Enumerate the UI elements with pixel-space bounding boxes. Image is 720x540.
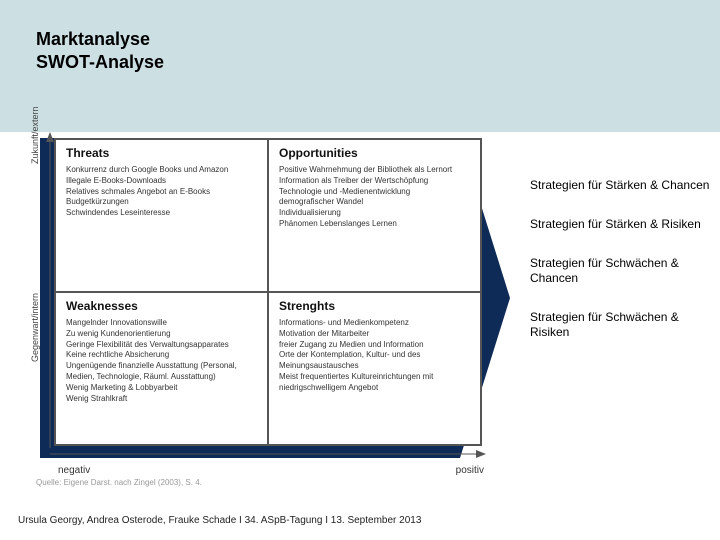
cell-items-threats: Konkurrenz durch Google Books und Amazon… — [66, 165, 259, 219]
list-item: Informations- und Medienkompetenz — [279, 318, 472, 329]
list-item: Budgetkürzungen — [66, 197, 259, 208]
y-axis-label-top: Zukunft/extern — [30, 106, 40, 164]
cell-weaknesses: Weaknesses Mangelnder Innovationswille Z… — [55, 292, 268, 445]
list-item: Motivation der Mitarbeiter — [279, 329, 472, 340]
list-item: Phänomen Lebenslanges Lernen — [279, 219, 472, 230]
strategy-item: Strategien für Schwächen & Chancen — [530, 256, 710, 286]
cell-items-strengths: Informations- und Medienkompetenz Motiva… — [279, 318, 472, 394]
strategy-item: Strategien für Schwächen & Risiken — [530, 310, 710, 340]
strategy-item: Strategien für Stärken & Risiken — [530, 217, 710, 232]
cell-title-opportunities: Opportunities — [279, 146, 472, 160]
swot-diagram: Zukunft/extern Gegenwart/intern negativ … — [36, 132, 496, 472]
list-item: Relatives schmales Angebot an E-Books — [66, 187, 259, 198]
list-item: Wenig Marketing & Lobbyarbeit — [66, 383, 259, 394]
list-item: Orte der Kontemplation, Kultur- und des … — [279, 350, 472, 372]
x-axis-arrow — [50, 450, 486, 458]
cell-items-opportunities: Positive Wahrnehmung der Bibliothek als … — [279, 165, 472, 230]
cell-strengths: Strenghts Informations- und Medienkompet… — [268, 292, 481, 445]
cell-items-weaknesses: Mangelnder Innovationswille Zu wenig Kun… — [66, 318, 259, 404]
x-axis-label-positive: positiv — [456, 465, 484, 476]
cell-title-strengths: Strenghts — [279, 299, 472, 313]
list-item: Individualisierung — [279, 208, 472, 219]
list-item: Keine rechtliche Absicherung — [66, 350, 259, 361]
footer-text: Ursula Georgy, Andrea Osterode, Frauke S… — [18, 515, 421, 526]
list-item: Technologie und -Medienentwicklung — [279, 187, 472, 198]
strategy-item: Strategien für Stärken & Chancen — [530, 178, 710, 193]
list-item: demografischer Wandel — [279, 197, 472, 208]
cell-threats: Threats Konkurrenz durch Google Books un… — [55, 139, 268, 292]
y-axis-label-bottom: Gegenwart/intern — [30, 293, 40, 362]
strategies-list: Strategien für Stärken & Chancen Strateg… — [530, 178, 710, 364]
list-item: freier Zugang zu Medien und Information — [279, 340, 472, 351]
list-item: Konkurrenz durch Google Books und Amazon — [66, 165, 259, 176]
list-item: Information als Treiber der Wertschöpfun… — [279, 176, 472, 187]
list-item: Ungenügende finanzielle Ausstattung (Per… — [66, 361, 259, 383]
list-item: Wenig Strahlkraft — [66, 394, 259, 405]
swot-grid: Threats Konkurrenz durch Google Books un… — [54, 138, 482, 446]
list-item: Geringe Flexibilität des Verwaltungsappa… — [66, 340, 259, 351]
list-item: Positive Wahrnehmung der Bibliothek als … — [279, 165, 472, 176]
cell-title-weaknesses: Weaknesses — [66, 299, 259, 313]
title-line1: Marktanalyse — [36, 28, 164, 51]
list-item: Zu wenig Kundenorientierung — [66, 329, 259, 340]
list-item: Mangelnder Innovationswille — [66, 318, 259, 329]
y-axis-arrow — [46, 132, 54, 452]
source-citation: Quelle: Eigene Darst. nach Zingel (2003)… — [36, 478, 202, 487]
cell-title-threats: Threats — [66, 146, 259, 160]
title-line2: SWOT-Analyse — [36, 51, 164, 74]
list-item: Schwindendes Leseinteresse — [66, 208, 259, 219]
list-item: Illegale E-Books-Downloads — [66, 176, 259, 187]
x-axis-label-negative: negativ — [58, 465, 90, 476]
list-item: Meist frequentiertes Kultureinrichtungen… — [279, 372, 472, 394]
cell-opportunities: Opportunities Positive Wahrnehmung der B… — [268, 139, 481, 292]
slide-title: Marktanalyse SWOT-Analyse — [36, 28, 164, 73]
